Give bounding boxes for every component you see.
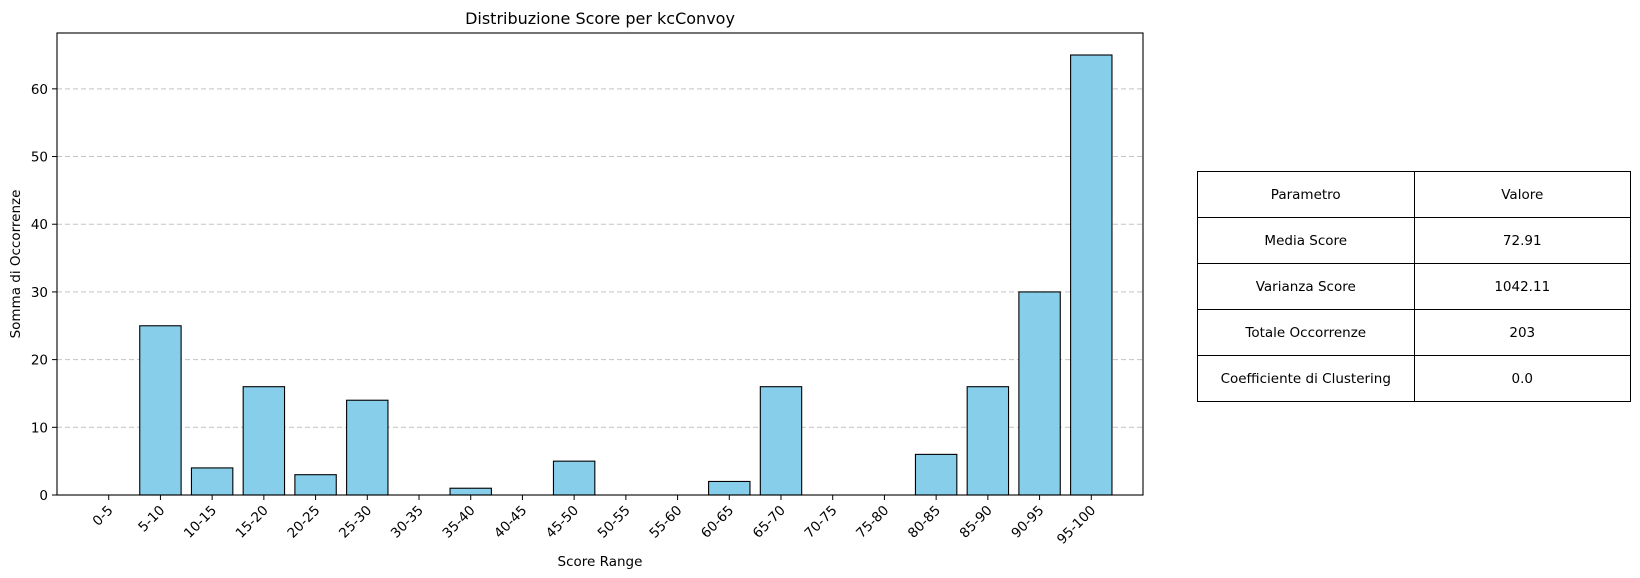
y-tick-label: 30 (31, 285, 48, 301)
y-tick-label: 20 (31, 353, 48, 369)
table-cell: 72.91 (1413, 217, 1631, 264)
score-bar-chart: 0 10 20 30 40 50 60 0-5 5-10 10-15 15-20 20-25 25-3… (8, 9, 1144, 570)
x-tick-label: 95-100 (1054, 503, 1099, 548)
x-tick-label: 50-55 (595, 503, 634, 542)
x-tick-label: 0-5 (90, 503, 117, 530)
table-row: Varianza Score 1042.11 (1197, 263, 1631, 310)
bar-60-65 (708, 480, 751, 496)
y-tick-label: 10 (31, 420, 48, 436)
stats-table: Parametro Valore Media Score 72.91 Varia… (1197, 171, 1631, 402)
x-tick-label: 60-65 (698, 503, 737, 542)
bar-15-20 (242, 386, 286, 496)
table-cell: 1042.11 (1413, 263, 1631, 310)
x-axis-label: Score Range (558, 554, 643, 570)
x-tick-label: 40-45 (491, 503, 530, 542)
x-tick-label: 75-80 (853, 503, 892, 542)
table-cell: 203 (1413, 309, 1631, 356)
x-tick-label: 70-75 (801, 503, 840, 542)
bar-series (139, 54, 1113, 496)
bar-20-25 (294, 474, 337, 496)
table-row: Media Score 72.91 (1197, 217, 1631, 264)
table-row: Coefficiente di Clustering 0.0 (1197, 355, 1631, 402)
x-tick-label: 35-40 (439, 503, 478, 542)
x-tick-label: 20-25 (284, 503, 323, 542)
y-axis-label: Somma di Occorrenze (8, 190, 24, 339)
table-cell: 0.0 (1413, 355, 1631, 402)
table-header-cell: Parametro (1197, 171, 1415, 218)
bar-10-15 (190, 467, 234, 496)
x-tick-label: 65-70 (750, 503, 789, 542)
plot-frame (56, 32, 1144, 496)
x-tick-label: 80-85 (905, 503, 944, 542)
y-tick-label: 0 (39, 488, 48, 504)
x-axis-ticks: 0-5 5-10 10-15 15-20 20-25 25-30 30-35 35-40 40-… (90, 495, 1099, 548)
bar-65-70 (759, 386, 803, 496)
y-axis-ticks: 0 10 20 30 40 50 60 (31, 82, 57, 504)
table-header-row: Parametro Valore (1197, 171, 1631, 218)
chart-title: Distribuzione Score per kcConvoy (465, 9, 735, 28)
x-tick-label: 30-35 (388, 503, 427, 542)
x-tick-label: 5-10 (135, 503, 168, 536)
x-tick-label: 15-20 (233, 503, 272, 542)
table-header-cell: Valore (1413, 171, 1631, 218)
bar-5-10 (139, 325, 182, 496)
bar-85-90 (966, 386, 1010, 496)
bar-45-50 (552, 460, 596, 496)
table-cell: Totale Occorrenze (1197, 309, 1415, 356)
table-cell: Varianza Score (1197, 263, 1415, 310)
x-tick-label: 45-50 (543, 503, 582, 542)
x-tick-label: 85-90 (957, 503, 996, 542)
bar-90-95 (1018, 291, 1061, 496)
y-tick-label: 60 (31, 82, 48, 98)
y-tick-label: 50 (31, 150, 48, 166)
bar-35-40 (449, 487, 492, 496)
x-tick-label: 25-30 (336, 503, 375, 542)
table-cell: Media Score (1197, 217, 1415, 264)
x-tick-label: 10-15 (181, 503, 220, 542)
y-tick-label: 40 (31, 217, 48, 233)
y-gridlines (57, 88, 1143, 496)
table-row: Totale Occorrenze 203 (1197, 309, 1631, 356)
bar-80-85 (914, 453, 958, 496)
table-cell: Coefficiente di Clustering (1197, 355, 1415, 402)
bar-95-100 (1070, 54, 1113, 496)
x-tick-label: 55-60 (646, 503, 685, 542)
x-tick-label: 90-95 (1008, 503, 1047, 542)
bar-25-30 (346, 399, 389, 496)
